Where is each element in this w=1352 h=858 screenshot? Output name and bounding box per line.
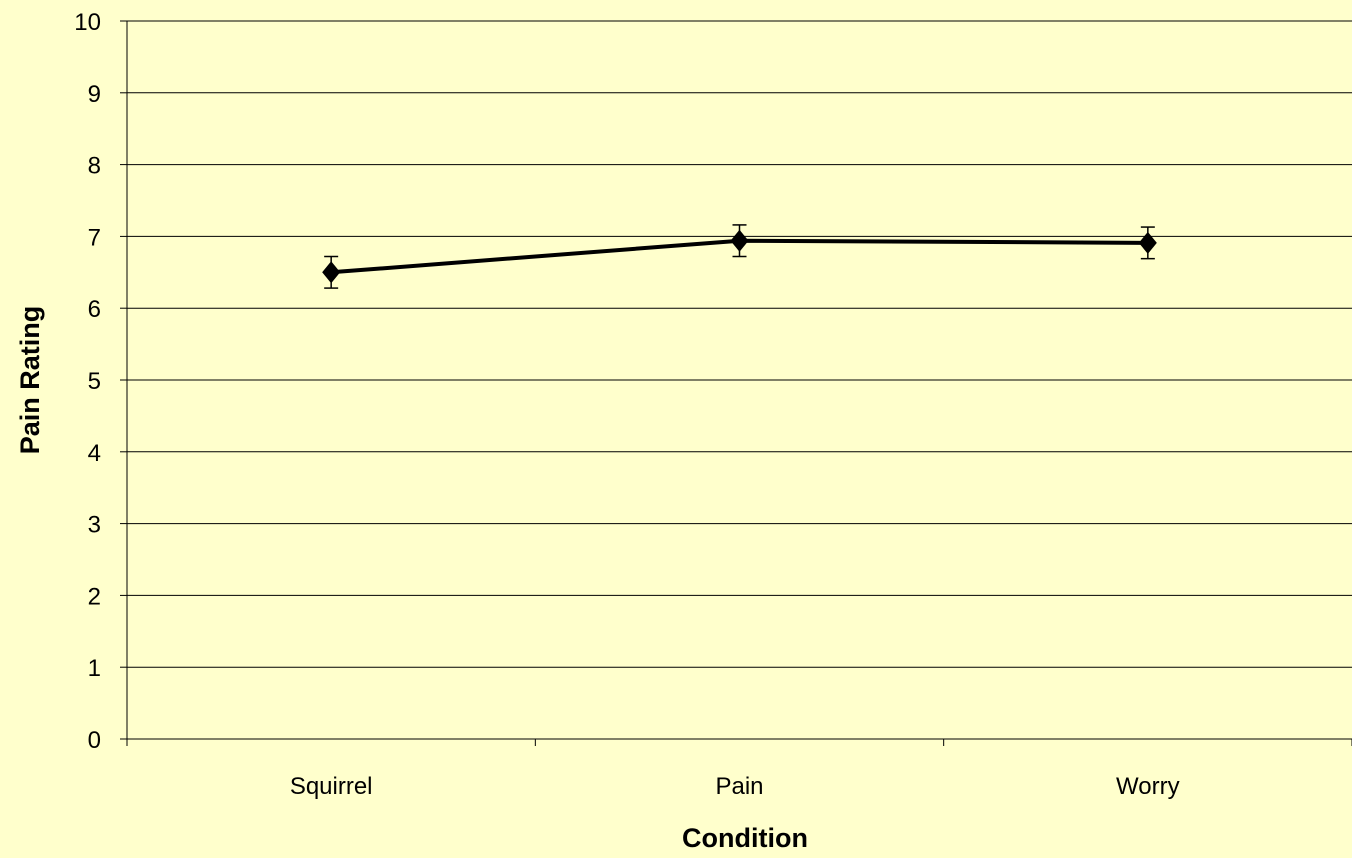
data-point: [730, 229, 749, 252]
y-tick-label: 8: [88, 153, 101, 180]
y-tick-label: 6: [88, 296, 101, 323]
y-tick-label: 0: [88, 727, 101, 754]
y-tick-label: 2: [88, 583, 101, 610]
x-axis-title: Condition: [682, 823, 808, 853]
axes: [120, 20, 1352, 746]
data-point: [322, 261, 341, 284]
y-tick-label: 4: [88, 440, 101, 467]
y-tick-label: 1: [88, 655, 101, 682]
x-tick-label: Squirrel: [290, 773, 373, 800]
y-tick-label: 9: [88, 81, 101, 108]
gridlines: [127, 20, 1352, 668]
y-tick-label: 3: [88, 512, 101, 539]
y-tick-labels: 0 1 2 3 4 5 6 7 8 9 10: [74, 9, 101, 754]
x-tick-labels: Squirrel Pain Worry: [290, 773, 1180, 800]
y-tick-label: 7: [88, 224, 101, 251]
x-tick-label: Pain: [715, 773, 763, 800]
data-point: [1138, 231, 1157, 254]
y-tick-label: 5: [88, 368, 101, 395]
y-tick-label: 10: [74, 9, 101, 36]
series: [322, 224, 1157, 289]
y-axis-title: Pain Rating: [15, 306, 45, 455]
x-tick-label: Worry: [1116, 773, 1180, 800]
